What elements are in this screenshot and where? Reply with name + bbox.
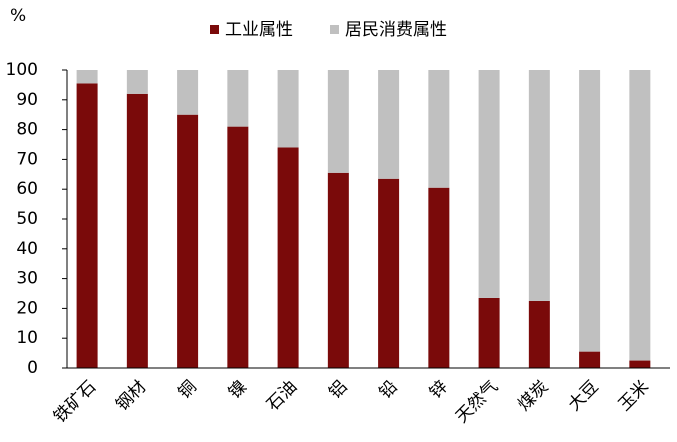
- legend-label: 居民消费属性: [345, 20, 447, 40]
- bar-segment: [378, 178, 400, 368]
- bar-segment: [629, 360, 651, 368]
- x-tick-label: 锌: [426, 377, 452, 403]
- bar-segment: [478, 70, 500, 298]
- bar-segment: [528, 70, 550, 301]
- legend-swatch: [210, 25, 219, 34]
- y-tick-label: 90: [16, 90, 38, 110]
- bar-segment: [126, 93, 148, 368]
- x-tick-label: 铜: [175, 377, 201, 403]
- x-tick-label: 玉米: [615, 377, 653, 415]
- bar-segment: [428, 70, 450, 188]
- y-tick-label: 80: [16, 120, 38, 140]
- x-tick-label: 钢材: [112, 377, 150, 415]
- bar-segment: [277, 70, 299, 148]
- bar-segment: [76, 83, 98, 368]
- legend-swatch: [330, 25, 339, 34]
- y-tick-label: 0: [27, 358, 38, 378]
- bar-segment: [177, 114, 199, 368]
- bar-segment: [227, 126, 249, 369]
- bar-segment: [528, 300, 550, 368]
- y-tick-label: 70: [16, 149, 38, 169]
- bar-segment: [428, 187, 450, 368]
- y-tick-label: 30: [16, 269, 38, 289]
- bar-segment: [629, 70, 651, 361]
- bar-segment: [579, 351, 601, 368]
- x-tick-label: 铅: [376, 377, 402, 403]
- y-axis-label: %: [10, 6, 26, 26]
- x-tick-label: 铝: [325, 377, 351, 403]
- bar-segment: [327, 70, 349, 173]
- y-tick-label: 60: [16, 179, 38, 199]
- x-tick-label: 大豆: [564, 377, 602, 415]
- y-tick-label: 100: [6, 60, 38, 80]
- x-tick-label: 煤炭: [514, 377, 552, 415]
- bar-segment: [378, 70, 400, 179]
- bar-segment: [76, 70, 98, 84]
- bar-segment: [177, 70, 199, 115]
- legend-label: 工业属性: [225, 20, 293, 40]
- bar-segment: [126, 70, 148, 94]
- x-tick-label: 铁矿石: [50, 377, 100, 427]
- bar-segment: [478, 297, 500, 368]
- bar-segment: [579, 70, 601, 352]
- bar-segment: [277, 147, 299, 368]
- x-tick-label: 镍: [225, 377, 251, 403]
- bar-segment: [227, 70, 249, 127]
- x-tick-label: 石油: [263, 377, 301, 415]
- y-tick-label: 10: [16, 328, 38, 348]
- bar-segment: [327, 172, 349, 368]
- x-tick-label: 天然气: [452, 377, 502, 427]
- y-tick-label: 20: [16, 298, 38, 318]
- y-tick-label: 40: [16, 239, 38, 259]
- y-tick-label: 50: [16, 209, 38, 229]
